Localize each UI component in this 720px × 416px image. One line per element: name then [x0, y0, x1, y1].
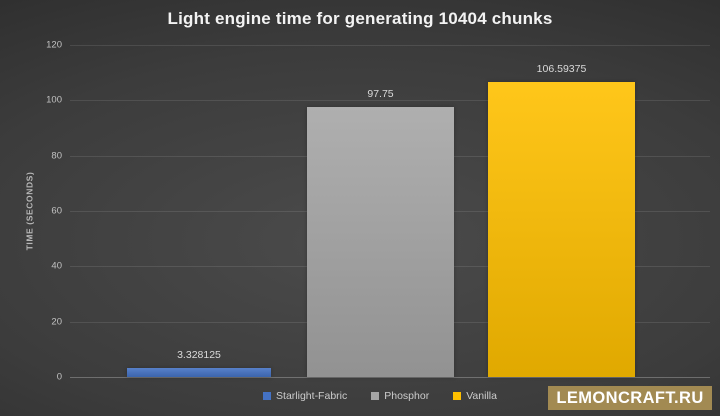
legend-label: Phosphor — [384, 390, 430, 402]
gridline-y100 — [70, 100, 710, 102]
legend-item-starlight-fabric: Starlight-Fabric — [263, 390, 347, 402]
y-axis-title: TIME (SECONDS) — [24, 171, 35, 251]
legend-swatch-icon — [453, 392, 462, 400]
bar-phosphor — [307, 106, 454, 377]
y-tick-label-80: 80 — [51, 150, 62, 162]
legend-label: Starlight-Fabric — [276, 390, 348, 402]
y-tick-label-100: 100 — [46, 94, 62, 106]
chart-title: Light engine time for generating 10404 c… — [167, 9, 553, 28]
legend-item-vanilla: Vanilla — [453, 390, 497, 402]
legend: Starlight-Fabric Phosphor Vanilla — [70, 390, 690, 402]
bar-starlight-fabric — [127, 367, 271, 377]
lemoncraft-watermark-badge: LEMONCRAFT.RU — [548, 386, 712, 410]
bar-vanilla — [488, 82, 635, 377]
bar-value-label-vanilla: 106.59375 — [536, 63, 587, 76]
gridline-y0 — [70, 377, 710, 378]
y-tick-label-0: 0 — [56, 371, 62, 383]
legend-swatch-icon — [263, 392, 272, 400]
y-tick-label-60: 60 — [51, 205, 62, 217]
y-tick-label-120: 120 — [46, 39, 62, 51]
y-tick-label-40: 40 — [51, 260, 62, 272]
legend-item-phosphor: Phosphor — [371, 390, 429, 402]
legend-label: Vanilla — [466, 390, 497, 402]
y-tick-label-20: 20 — [51, 316, 62, 328]
legend-swatch-icon — [371, 392, 380, 400]
bar-value-label-phosphor: 97.75 — [367, 87, 394, 100]
gridline-y120 — [70, 45, 710, 46]
bar-value-label-starlight-fabric: 3.328125 — [177, 348, 221, 361]
plot-area: TIME (SECONDS) 0 20 40 60 80 100 120 3.328125 97… — [24, 40, 710, 383]
